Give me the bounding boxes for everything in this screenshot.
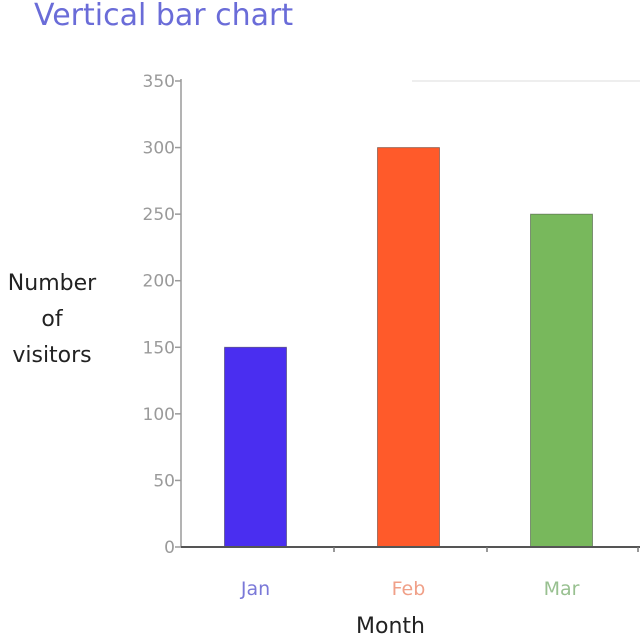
bar-mar <box>530 213 593 548</box>
y-tick-label: 100 <box>143 405 175 425</box>
bar-jan <box>224 346 287 548</box>
y-tick-label: 200 <box>143 272 175 292</box>
y-tick-label: 300 <box>143 139 175 159</box>
y-tick-label: 350 <box>143 72 175 92</box>
y-tick-label: 0 <box>164 538 175 558</box>
y-axis-label-line: of <box>41 307 63 332</box>
x-tick-label: Mar <box>544 578 580 600</box>
y-axis-label-line: visitors <box>12 343 92 368</box>
bar-feb <box>377 147 440 548</box>
x-axis-label: Month <box>356 614 425 639</box>
y-tick-label: 50 <box>153 471 175 491</box>
y-axis-label-line: Number <box>7 271 97 296</box>
x-tick-label: Jan <box>240 578 270 600</box>
chart-title: Vertical bar chart <box>34 0 294 33</box>
y-axis-label: Number of visitors <box>0 266 104 374</box>
y-tick-label: 150 <box>143 338 175 358</box>
x-tick-label: Feb <box>392 578 426 600</box>
y-tick-label: 250 <box>143 205 175 225</box>
